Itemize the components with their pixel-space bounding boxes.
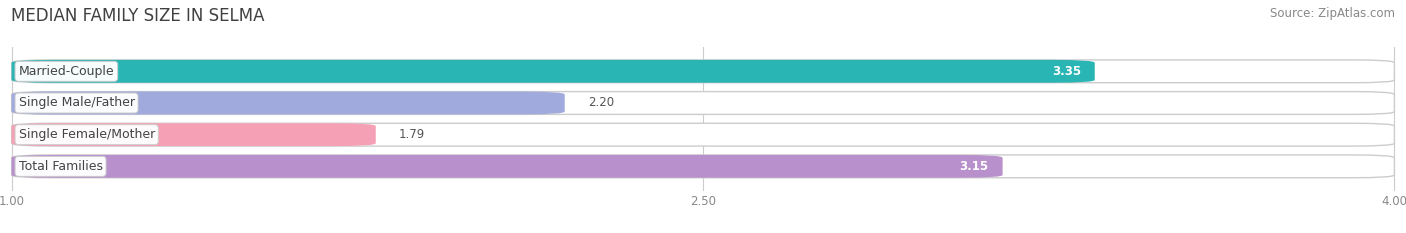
Text: Total Families: Total Families [18, 160, 103, 173]
FancyBboxPatch shape [11, 60, 1095, 83]
FancyBboxPatch shape [11, 155, 1395, 178]
Text: Source: ZipAtlas.com: Source: ZipAtlas.com [1270, 7, 1395, 20]
FancyBboxPatch shape [11, 123, 375, 146]
FancyBboxPatch shape [11, 92, 1395, 114]
Text: 2.20: 2.20 [588, 96, 614, 110]
FancyBboxPatch shape [11, 60, 1395, 83]
Text: 1.79: 1.79 [399, 128, 425, 141]
Text: MEDIAN FAMILY SIZE IN SELMA: MEDIAN FAMILY SIZE IN SELMA [11, 7, 264, 25]
Text: 3.15: 3.15 [960, 160, 988, 173]
Text: 3.35: 3.35 [1052, 65, 1081, 78]
Text: Married-Couple: Married-Couple [18, 65, 114, 78]
FancyBboxPatch shape [11, 92, 565, 114]
FancyBboxPatch shape [11, 123, 1395, 146]
Text: Single Female/Mother: Single Female/Mother [18, 128, 155, 141]
FancyBboxPatch shape [11, 155, 1002, 178]
Text: Single Male/Father: Single Male/Father [18, 96, 135, 110]
